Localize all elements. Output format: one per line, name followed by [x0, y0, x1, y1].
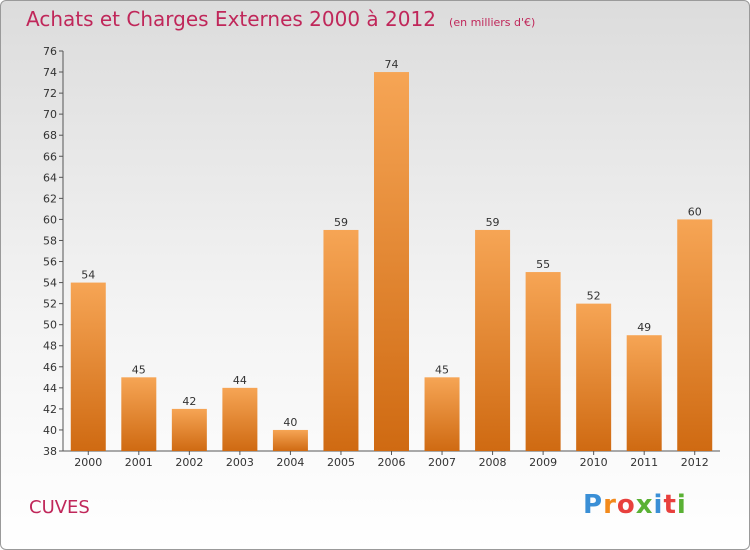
title-bar: Achats et Charges Externes 2000 à 2012 (…	[26, 7, 535, 31]
place-name: CUVES	[29, 497, 90, 518]
logo-letter: t	[663, 490, 677, 520]
x-tick-label: 2002	[175, 456, 203, 469]
y-tick-label: 38	[43, 445, 57, 458]
bar	[272, 429, 308, 451]
x-tick-label: 2006	[378, 456, 406, 469]
data-label: 59	[486, 216, 500, 229]
y-tick-label: 42	[43, 403, 57, 416]
y-tick-label: 56	[43, 256, 57, 269]
x-tick-label: 2011	[630, 456, 658, 469]
y-tick-label: 76	[43, 45, 57, 58]
chart-title: Achats et Charges Externes 2000 à 2012	[26, 7, 436, 31]
bar	[323, 229, 359, 451]
logo-letter: x	[635, 490, 654, 520]
data-label: 59	[334, 216, 348, 229]
data-label: 40	[283, 416, 297, 429]
y-tick-label: 62	[43, 192, 57, 205]
logo-letter: i	[653, 490, 664, 520]
bar-layer	[70, 72, 713, 451]
y-tick-label: 72	[43, 87, 57, 100]
y-tick-label: 58	[43, 234, 57, 247]
x-tick-label: 2000	[74, 456, 102, 469]
data-label: 55	[536, 258, 550, 271]
bar	[626, 335, 662, 451]
y-tick-label: 74	[43, 66, 57, 79]
bar	[222, 387, 258, 451]
y-tick-label: 66	[43, 150, 57, 163]
x-tick-label: 2012	[681, 456, 709, 469]
bar	[525, 272, 561, 451]
label-layer: 2000 54 2001 45 2002 42 2003 44 2004 40 2005 59 2006…	[74, 58, 708, 469]
logo-letter: i	[676, 490, 687, 520]
y-tick-label: 40	[43, 424, 57, 437]
proxiti-logo[interactable]: Proxiti	[583, 490, 687, 520]
y-tick-label: 64	[43, 171, 57, 184]
data-label: 52	[587, 290, 601, 303]
data-label: 42	[182, 395, 196, 408]
x-tick-label: 2010	[580, 456, 608, 469]
data-label: 74	[385, 58, 399, 71]
bar	[374, 72, 409, 451]
data-label: 45	[132, 363, 146, 376]
data-label: 60	[688, 205, 702, 218]
y-tick-label: 70	[43, 108, 57, 121]
x-tick-label: 2003	[226, 456, 254, 469]
data-label: 44	[233, 374, 247, 387]
bar	[677, 219, 713, 451]
bar	[70, 282, 106, 451]
x-tick-label: 2008	[479, 456, 507, 469]
bar	[171, 408, 207, 451]
data-label: 49	[637, 321, 651, 334]
x-tick-label: 2005	[327, 456, 355, 469]
axis-layer: 38 40 42 44 46 48 50 52 54 56 58 60 62 64 66 68 70 72 74 76	[43, 45, 720, 458]
bar	[475, 229, 511, 451]
y-tick-label: 52	[43, 298, 57, 311]
bar	[121, 377, 157, 451]
y-tick-label: 46	[43, 361, 57, 374]
logo-letter: P	[583, 490, 604, 520]
x-tick-label: 2001	[125, 456, 153, 469]
x-tick-label: 2009	[529, 456, 557, 469]
logo-letter: r	[603, 490, 617, 520]
y-tick-label: 48	[43, 340, 57, 353]
bar	[424, 377, 460, 451]
y-tick-label: 68	[43, 129, 57, 142]
data-label: 45	[435, 363, 449, 376]
y-tick-label: 50	[43, 319, 57, 332]
y-tick-label: 60	[43, 213, 57, 226]
data-label: 54	[81, 269, 95, 282]
y-tick-label: 54	[43, 277, 57, 290]
bar	[576, 303, 612, 451]
chart-unit: (en milliers d'€)	[449, 16, 536, 29]
y-tick-label: 44	[43, 382, 57, 395]
x-tick-label: 2004	[276, 456, 304, 469]
logo-letter: o	[616, 490, 636, 520]
x-tick-label: 2007	[428, 456, 456, 469]
